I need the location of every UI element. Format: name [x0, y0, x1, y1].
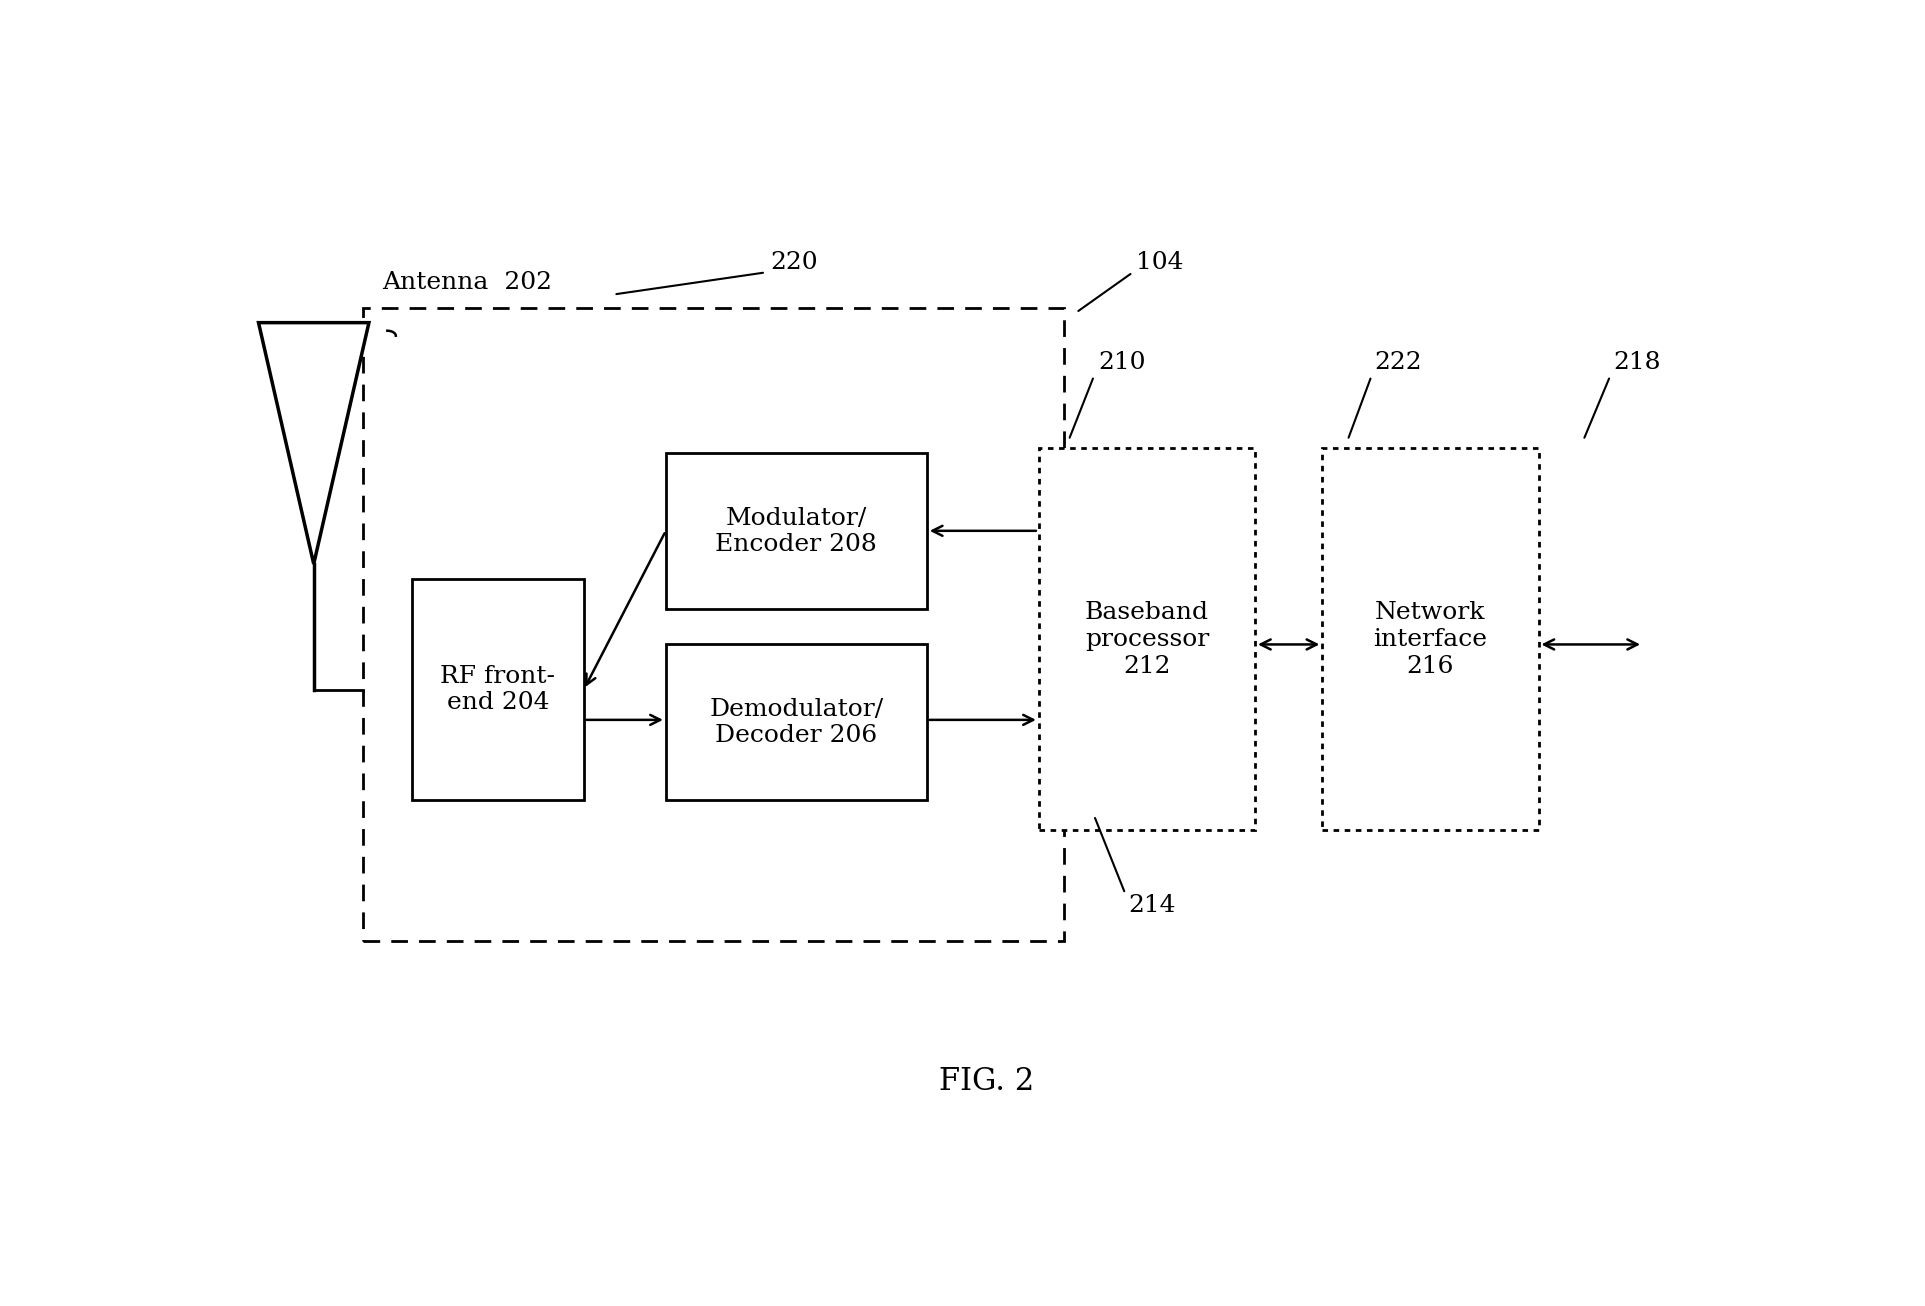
Polygon shape [258, 323, 370, 564]
Text: RF front-
end 204: RF front- end 204 [441, 665, 556, 714]
Bar [412, 579, 583, 801]
Bar [666, 453, 928, 609]
Bar [666, 644, 928, 801]
Text: 222: 222 [1374, 351, 1423, 375]
Text: Baseband
processor
212: Baseband processor 212 [1086, 601, 1209, 678]
Text: 218: 218 [1613, 351, 1661, 375]
Text: 220: 220 [770, 251, 818, 274]
Bar [364, 307, 1065, 942]
Text: Antenna  202: Antenna 202 [383, 270, 552, 294]
Text: 104: 104 [1136, 251, 1184, 274]
Text: FIG. 2: FIG. 2 [939, 1067, 1034, 1097]
Text: 210: 210 [1099, 351, 1145, 375]
Text: Demodulator/
Decoder 206: Demodulator/ Decoder 206 [708, 697, 884, 747]
Text: 214: 214 [1128, 895, 1176, 917]
Text: Network
interface
216: Network interface 216 [1373, 601, 1488, 678]
Text: Modulator/
Encoder 208: Modulator/ Encoder 208 [716, 507, 878, 556]
Bar [1040, 448, 1255, 831]
Bar [1322, 448, 1538, 831]
